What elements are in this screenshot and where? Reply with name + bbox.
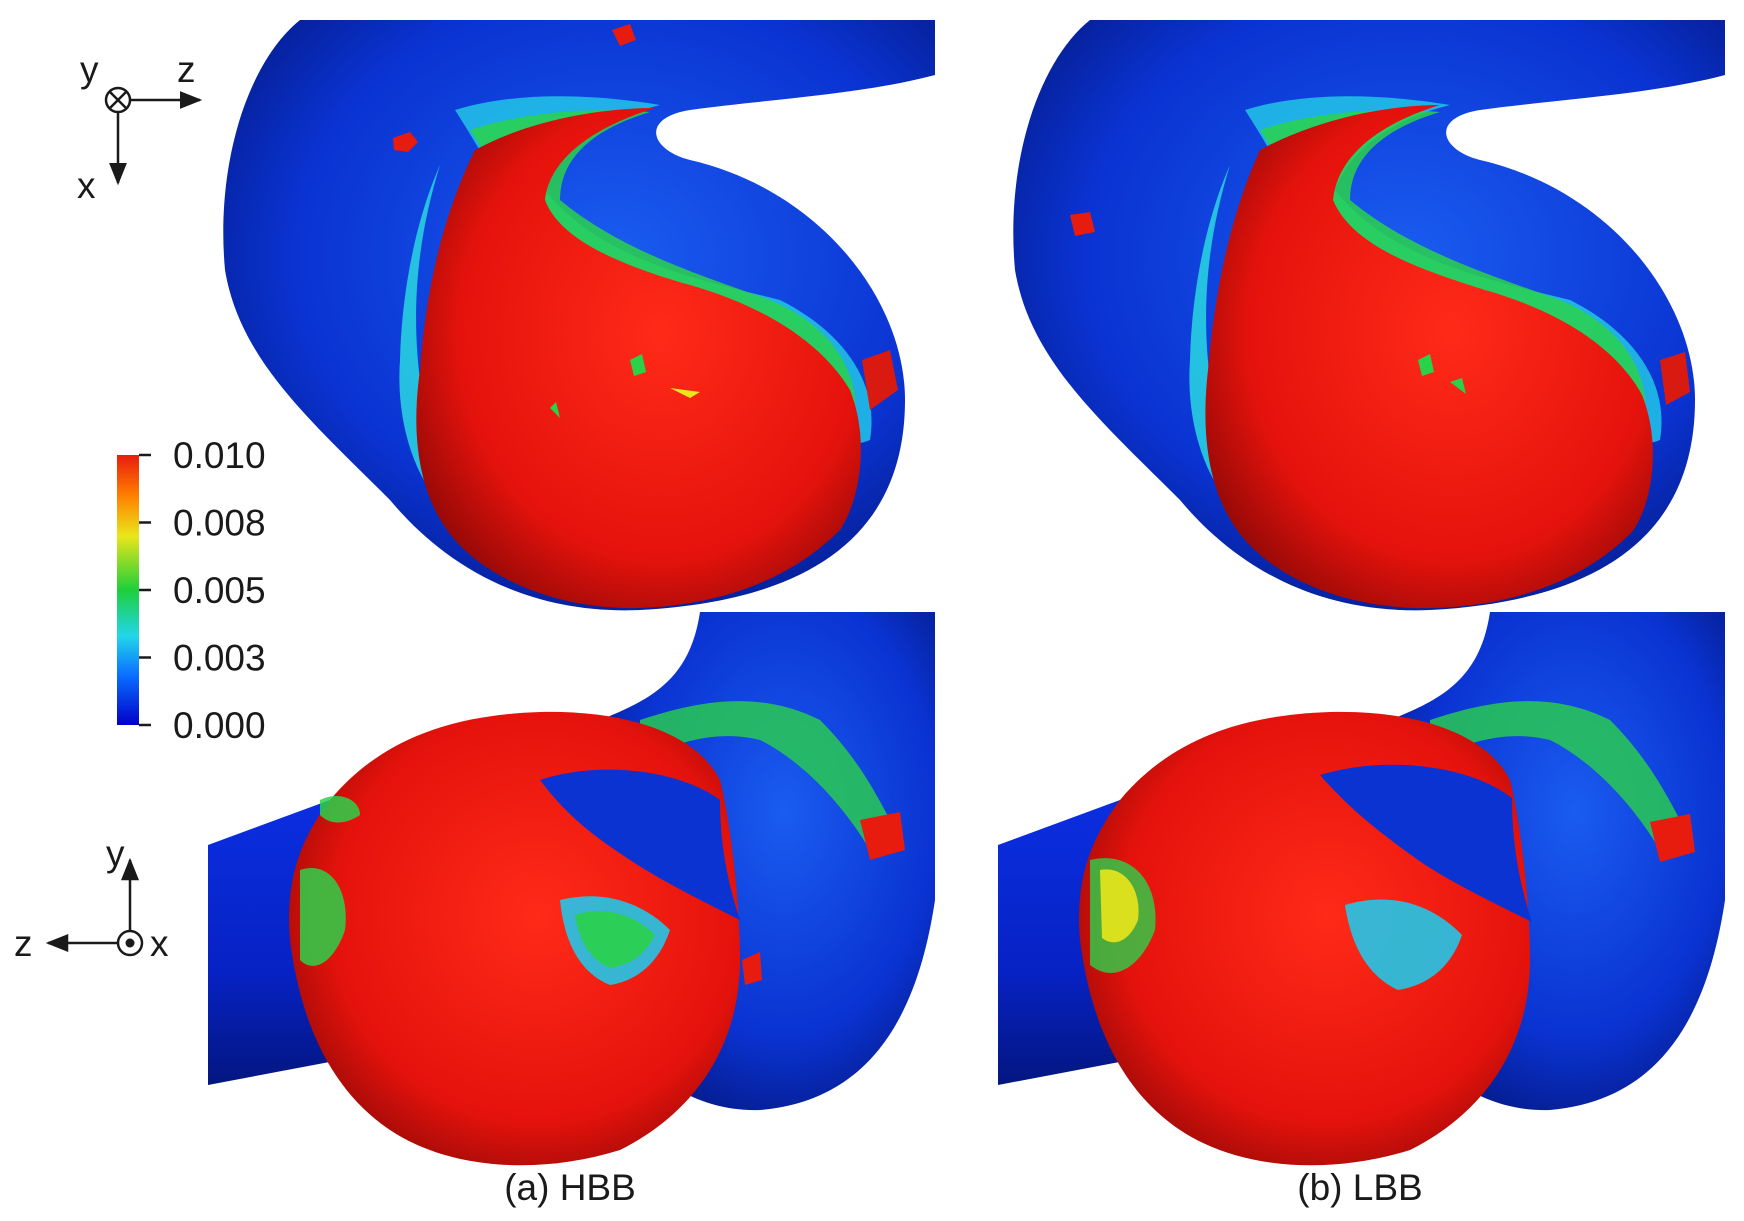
colorbar: 0.010 0.008 0.005 0.003 0.000 [117, 435, 266, 746]
panel-b-top-view [1013, 20, 1725, 611]
aneurysm-top-surface [223, 20, 936, 611]
colorbar-gradient [117, 455, 139, 725]
aneurysm-side-surface [208, 612, 935, 1166]
axis-triad-top: y z x [77, 49, 203, 206]
axis-label-x-top: x [77, 165, 96, 206]
aneurysm-side-surface [998, 612, 1725, 1166]
panel-a-side-view [208, 612, 935, 1166]
colorbar-tick-label: 0.000 [173, 705, 266, 746]
panel-b-side-view [998, 612, 1725, 1166]
aneurysm-top-surface [1013, 20, 1725, 611]
colorbar-tick-label: 0.008 [173, 503, 266, 544]
caption-panel-b: (b) LBB [1297, 1167, 1422, 1208]
panel-a-top-view [223, 20, 936, 611]
axis-label-x-side: x [150, 923, 169, 964]
caption-panel-a: (a) HBB [504, 1167, 636, 1208]
colorbar-tick-label: 0.005 [173, 570, 266, 611]
colorbar-tick-label: 0.003 [173, 638, 266, 679]
axis-label-z-side: z [14, 923, 33, 964]
axis-label-y-side: y [106, 833, 125, 874]
axis-triad-side: y z x [14, 833, 169, 964]
axis-label-z-top: z [177, 49, 196, 90]
axis-label-y-top: y [80, 49, 99, 90]
colorbar-tick-label: 0.010 [173, 435, 266, 476]
